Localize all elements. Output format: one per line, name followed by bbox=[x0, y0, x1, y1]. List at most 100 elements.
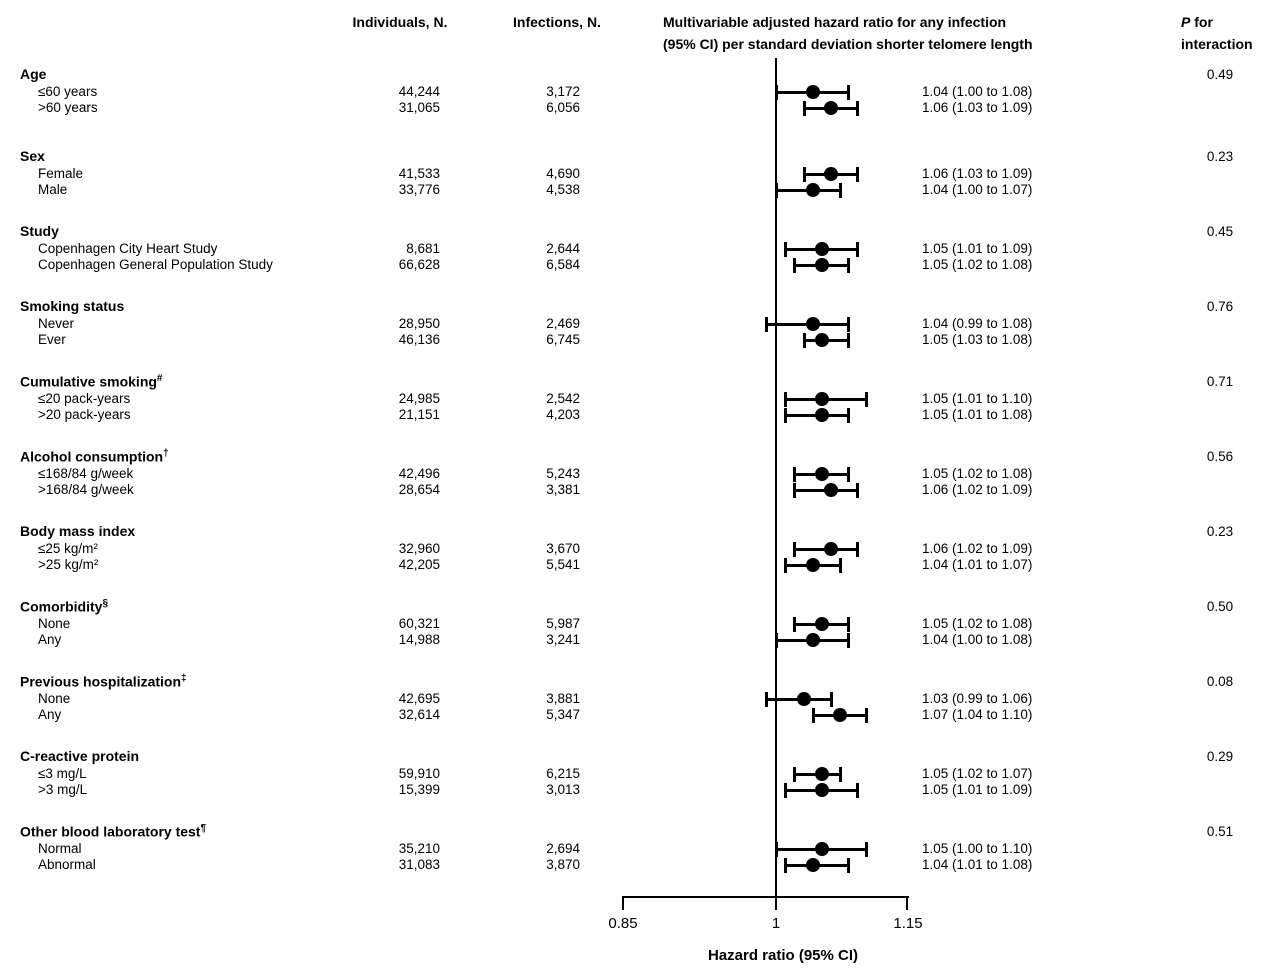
point-estimate-dot bbox=[806, 183, 821, 197]
p-interaction-value: 0.71 bbox=[1206, 374, 1234, 389]
group-label: Smoking status bbox=[20, 298, 125, 314]
hr-ci-text: 1.06 (1.03 to 1.09) bbox=[922, 166, 1033, 181]
group-footnote-mark: ¶ bbox=[200, 823, 207, 834]
subgroup-label: Never bbox=[38, 316, 75, 331]
individuals-value: 32,614 bbox=[398, 707, 440, 722]
individuals-value: 44,244 bbox=[398, 84, 440, 99]
ci-cap-right bbox=[864, 841, 868, 857]
subgroup-label: >25 kg/m² bbox=[38, 557, 99, 572]
infections-value: 2,542 bbox=[546, 391, 580, 406]
ci-cap-left bbox=[784, 407, 788, 423]
infections-value: 3,241 bbox=[546, 632, 580, 647]
infections-value: 6,215 bbox=[546, 766, 580, 781]
ci-cap-left bbox=[793, 482, 797, 498]
individuals-value: 28,654 bbox=[398, 482, 440, 497]
infections-value: 4,538 bbox=[546, 182, 580, 197]
hr-ci-text: 1.06 (1.02 to 1.09) bbox=[922, 482, 1033, 497]
ci-cap-right bbox=[838, 182, 842, 198]
subgroup-label: Female bbox=[38, 166, 84, 181]
ci-cap-left bbox=[802, 332, 806, 348]
forest-row: Normal 35,210 2,694 1.05 (1.00 to 1.10) bbox=[0, 841, 1280, 857]
individuals-value: 28,950 bbox=[398, 316, 440, 331]
point-estimate-dot bbox=[824, 101, 839, 115]
hr-ci-text: 1.04 (0.99 to 1.08) bbox=[922, 316, 1033, 331]
individuals-value: 33,776 bbox=[398, 182, 440, 197]
individuals-value: 14,988 bbox=[398, 632, 440, 647]
point-estimate-dot bbox=[806, 558, 821, 572]
forest-row: None 60,321 5,987 1.05 (1.02 to 1.08) bbox=[0, 616, 1280, 632]
forest-row: None 42,695 3,881 1.03 (0.99 to 1.06) bbox=[0, 691, 1280, 707]
x-axis-tick-label-1: 1 bbox=[771, 915, 781, 932]
p-interaction-value: 0.51 bbox=[1206, 824, 1234, 839]
individuals-value: 66,628 bbox=[398, 257, 440, 272]
forest-row: >168/84 g/week 28,654 3,381 1.06 (1.02 to 1… bbox=[0, 482, 1280, 498]
forest-group: Sex 0.23 Female 41,533 4,690 1.06 (1.03 to 1.… bbox=[0, 148, 1280, 206]
forest-row: Any 32,614 5,347 1.07 (1.04 to 1.10) bbox=[0, 707, 1280, 723]
ci-cap-right bbox=[856, 482, 859, 498]
subgroup-label: ≤168/84 g/week bbox=[38, 466, 134, 481]
subgroup-label: >20 pack-years bbox=[38, 407, 131, 422]
point-estimate-dot bbox=[797, 692, 812, 706]
column-header-infections: Infections, N. bbox=[513, 14, 601, 30]
infections-value: 3,013 bbox=[546, 782, 580, 797]
subgroup-label: Any bbox=[38, 632, 62, 647]
group-footnote-mark: ‡ bbox=[181, 673, 187, 684]
point-estimate-dot bbox=[815, 258, 830, 272]
point-estimate-dot bbox=[815, 242, 830, 256]
individuals-value: 15,399 bbox=[398, 782, 440, 797]
infections-value: 2,644 bbox=[546, 241, 580, 256]
ci-cap-right bbox=[847, 857, 851, 873]
infections-value: 6,584 bbox=[546, 257, 580, 272]
individuals-value: 46,136 bbox=[398, 332, 440, 347]
individuals-value: 31,065 bbox=[398, 100, 440, 115]
subgroup-label: ≤3 mg/L bbox=[38, 766, 87, 781]
subgroup-label: Normal bbox=[38, 841, 82, 856]
forest-row: Copenhagen General Population Study 66,62… bbox=[0, 257, 1280, 273]
group-label: Age bbox=[20, 66, 47, 82]
hr-ci-text: 1.05 (1.01 to 1.08) bbox=[922, 407, 1033, 422]
p-interaction-value: 0.56 bbox=[1206, 449, 1234, 464]
ci-cap-left bbox=[793, 257, 797, 273]
infections-value: 6,056 bbox=[546, 100, 580, 115]
x-axis-tick-115 bbox=[906, 896, 908, 910]
group-label: Body mass index bbox=[20, 523, 136, 539]
p-interaction-value: 0.49 bbox=[1206, 67, 1234, 82]
ci-cap-right bbox=[847, 616, 851, 632]
forest-group: Cumulative smoking# 0.71 ≤20 pack-years 24,… bbox=[0, 373, 1280, 431]
infections-value: 3,670 bbox=[546, 541, 580, 556]
hr-ci-text: 1.04 (1.01 to 1.08) bbox=[922, 857, 1033, 872]
forest-row: >60 years 31,065 6,056 1.06 (1.03 to 1.09) bbox=[0, 100, 1280, 116]
hr-ci-text: 1.06 (1.03 to 1.09) bbox=[922, 100, 1033, 115]
infections-value: 3,172 bbox=[546, 84, 580, 99]
ci-cap-left bbox=[793, 466, 797, 482]
ci-cap-right bbox=[847, 84, 851, 100]
ci-cap-left bbox=[811, 707, 815, 723]
individuals-value: 8,681 bbox=[406, 241, 440, 256]
group-footnote-mark: † bbox=[163, 448, 169, 459]
point-estimate-dot bbox=[815, 333, 830, 347]
ci-cap-right bbox=[847, 407, 851, 423]
ci-cap-right bbox=[838, 766, 842, 782]
hr-ci-text: 1.07 (1.04 to 1.10) bbox=[922, 707, 1033, 722]
ci-cap-right bbox=[847, 316, 851, 332]
point-estimate-dot bbox=[815, 767, 830, 781]
group-label: C-reactive protein bbox=[20, 748, 140, 764]
ci-cap-right bbox=[856, 100, 859, 116]
infections-value: 5,987 bbox=[546, 616, 580, 631]
hr-ci-text: 1.04 (1.00 to 1.07) bbox=[922, 182, 1033, 197]
infections-value: 4,690 bbox=[546, 166, 580, 181]
infections-value: 2,694 bbox=[546, 841, 580, 856]
forest-row: Abnormal 31,083 3,870 1.04 (1.01 to 1.08) bbox=[0, 857, 1280, 873]
point-estimate-dot bbox=[833, 708, 847, 722]
group-label: Other blood laboratory test¶ bbox=[20, 823, 207, 840]
subgroup-label: >3 mg/L bbox=[38, 782, 88, 797]
forest-row: >20 pack-years 21,151 4,203 1.05 (1.01 to 1… bbox=[0, 407, 1280, 423]
group-label: Sex bbox=[20, 148, 45, 164]
subgroup-label: >60 years bbox=[38, 100, 98, 115]
subgroup-label: Male bbox=[38, 182, 68, 197]
ci-cap-left bbox=[784, 857, 788, 873]
infections-value: 5,243 bbox=[546, 466, 580, 481]
forest-group: Study 0.45 Copenhagen City Heart Study 8,68… bbox=[0, 223, 1280, 281]
subgroup-label: ≤60 years bbox=[38, 84, 98, 99]
x-axis-tick-1 bbox=[775, 896, 777, 910]
